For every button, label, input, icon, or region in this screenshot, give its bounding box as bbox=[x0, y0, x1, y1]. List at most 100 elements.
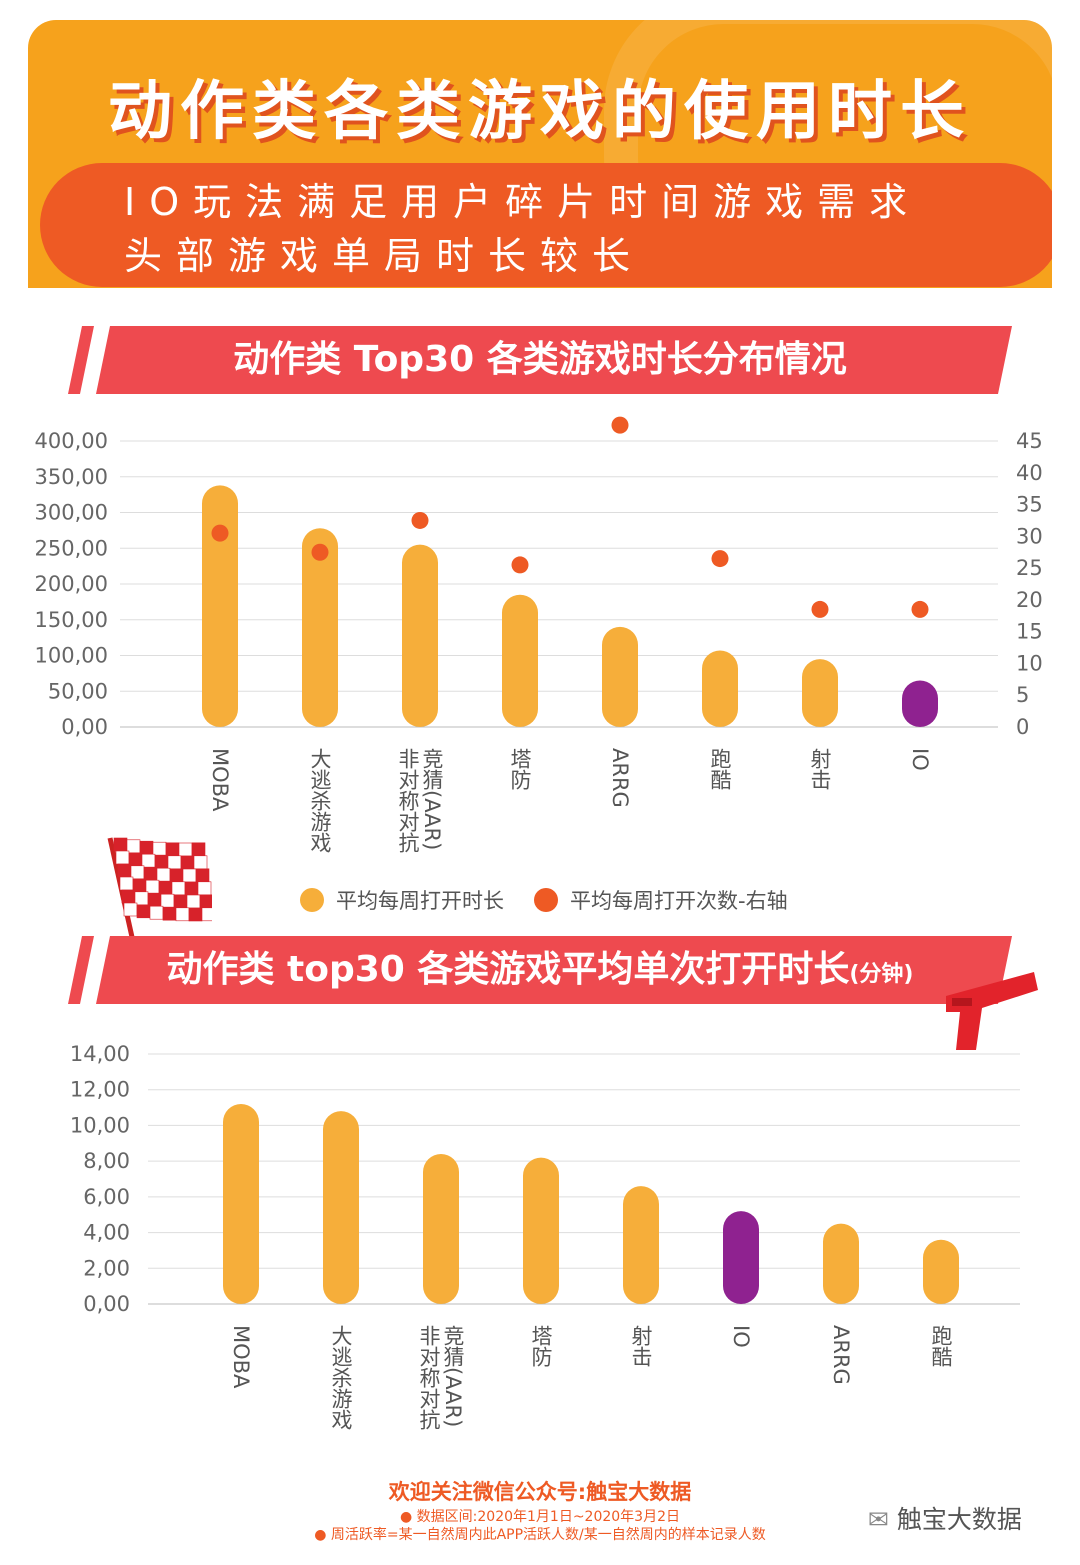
subtitle-line-1: IO玩法满足用户碎片时间游戏需求 bbox=[124, 180, 922, 224]
flag-cell bbox=[115, 850, 130, 865]
bar bbox=[702, 650, 738, 727]
flag-cell bbox=[156, 867, 171, 882]
chart1-plot: 0,00 50,00 100,00 150,00 200,00 250,00 300,00 3… bbox=[35, 416, 1043, 853]
flag-cell bbox=[186, 894, 201, 909]
flag-cell bbox=[139, 840, 154, 855]
scatter-point bbox=[711, 550, 729, 568]
y-right-tick-label: 0 bbox=[1016, 715, 1029, 739]
page-title: 动作类各类游戏的使用时长 bbox=[108, 75, 972, 149]
bar bbox=[823, 1223, 859, 1304]
flag-cell bbox=[197, 881, 212, 896]
scatter-point bbox=[411, 511, 429, 529]
flag-cell bbox=[180, 855, 195, 870]
y-tick-label: 12,00 bbox=[70, 1078, 130, 1102]
wechat-icon: ✉ bbox=[868, 1505, 889, 1534]
flag-cell bbox=[152, 841, 167, 856]
x-tick-label: 大逃杀游戏 bbox=[308, 748, 332, 853]
footer-note-1: ● 数据区间:2020年1月1日~2020年3月2日 bbox=[400, 1509, 680, 1525]
chart1-title: 动作类 Top30 各类游戏时长分布情况 bbox=[233, 339, 847, 380]
flag-cell bbox=[175, 907, 190, 922]
flag-cell bbox=[123, 902, 138, 917]
flag-cell bbox=[160, 893, 175, 908]
flag-cell bbox=[178, 842, 193, 857]
bar bbox=[302, 528, 338, 727]
flag-cell bbox=[199, 894, 212, 909]
pistol-icon bbox=[946, 972, 1038, 1050]
y-tick-label: 100,00 bbox=[35, 644, 108, 668]
y-right-tick-label: 20 bbox=[1016, 588, 1043, 612]
x-tick-label: 跑酷 bbox=[929, 1325, 953, 1367]
bar bbox=[602, 626, 638, 727]
chart2-plot: 0,00 2,00 4,00 6,00 8,00 10,00 12,00 14,00 MOBA 大… bbox=[70, 1042, 1020, 1430]
wechat-account-label: 触宝大数据 bbox=[896, 1505, 1022, 1534]
flag-cell bbox=[162, 906, 177, 921]
x-tick-label: IO bbox=[908, 748, 932, 771]
bar bbox=[402, 544, 438, 727]
flag-cell bbox=[188, 907, 203, 922]
chart2-title-unit: (分钟) bbox=[849, 962, 914, 987]
flag-cell bbox=[117, 863, 132, 878]
flag-cell bbox=[184, 881, 199, 896]
flag-cell bbox=[121, 889, 136, 904]
footer-follow: 欢迎关注微信公众号:触宝大数据 bbox=[388, 1480, 692, 1504]
y-right-tick-label: 45 bbox=[1016, 429, 1043, 453]
y-tick-label: 2,00 bbox=[83, 1256, 130, 1280]
flag-cell bbox=[191, 842, 206, 857]
y-tick-label: 350,00 bbox=[35, 465, 108, 489]
y-tick-label: 150,00 bbox=[35, 608, 108, 632]
y-tick-label: 400,00 bbox=[35, 429, 108, 453]
flag-cell bbox=[149, 905, 164, 920]
legend-item-bar: 平均每周打开时长 bbox=[300, 885, 504, 915]
y-tick-label: 14,00 bbox=[70, 1042, 130, 1066]
chart2-title-banner: 动作类 top30 各类游戏平均单次打开时长(分钟) bbox=[68, 936, 1012, 1004]
y-tick-label: 200,00 bbox=[35, 572, 108, 596]
x-tick-label: MOBA bbox=[229, 1325, 253, 1389]
y-tick-label: 8,00 bbox=[83, 1149, 130, 1173]
y-tick-label: 300,00 bbox=[35, 501, 108, 525]
chart1-title-banner: 动作类 Top30 各类游戏时长分布情况 bbox=[68, 326, 1012, 394]
y-tick-label: 250,00 bbox=[35, 536, 108, 560]
flag-cell bbox=[145, 879, 160, 894]
flag-cell bbox=[173, 894, 188, 909]
flag-cell bbox=[147, 892, 162, 907]
x-tick-label: 竞猜(AAR) bbox=[420, 748, 444, 850]
chart1-legend: 平均每周打开时长 平均每周打开次数-右轴 bbox=[300, 882, 818, 918]
scatter-point bbox=[911, 600, 929, 618]
x-tick-label: 跑酷 bbox=[708, 748, 732, 790]
x-tick-label: 塔防 bbox=[508, 748, 532, 790]
x-tick-label: 非对称对抗 bbox=[396, 748, 420, 853]
bar bbox=[802, 659, 838, 727]
wechat-account: ✉ 触宝大数据 bbox=[868, 1500, 1022, 1536]
y-right-tick-label: 15 bbox=[1016, 620, 1043, 644]
flag-cell bbox=[158, 880, 173, 895]
legend-bar-swatch bbox=[300, 888, 324, 912]
flag-cell bbox=[169, 868, 184, 883]
y-tick-label: 6,00 bbox=[83, 1185, 130, 1209]
x-tick-label: IO bbox=[729, 1325, 753, 1348]
y-tick-label: 0,00 bbox=[61, 715, 108, 739]
y-right-tick-label: 5 bbox=[1016, 683, 1029, 707]
header-panel: 动作类各类游戏的使用时长 IO玩法满足用户碎片时间游戏需求 头部游戏单局时长较长 bbox=[28, 20, 1052, 288]
bar bbox=[523, 1157, 559, 1304]
flag-cell bbox=[182, 868, 197, 883]
x-tick-label: 射击 bbox=[629, 1325, 653, 1367]
flag-cell bbox=[154, 854, 169, 869]
bar bbox=[223, 1104, 259, 1304]
flag-cell bbox=[171, 881, 186, 896]
chart2-title-text: 动作类 top30 各类游戏平均单次打开时长 bbox=[166, 949, 850, 990]
y-right-tick-label: 30 bbox=[1016, 524, 1043, 548]
flag-cell bbox=[195, 868, 210, 883]
y-tick-label: 4,00 bbox=[83, 1221, 130, 1245]
bar bbox=[902, 680, 938, 727]
subtitle-line-2: 头部游戏单局时长较长 bbox=[124, 234, 645, 278]
y-right-tick-label: 10 bbox=[1016, 651, 1043, 675]
checkered-flag-icon bbox=[107, 837, 212, 947]
bar bbox=[923, 1239, 959, 1304]
x-tick-label: ARRG bbox=[608, 748, 632, 808]
flag-cell bbox=[143, 866, 158, 881]
x-tick-label: 塔防 bbox=[529, 1325, 553, 1367]
flag-cell bbox=[119, 876, 134, 891]
footer-note-2: ● 周活跃率=某一自然周内此APP活跃人数/某一自然周内的样本记录人数 bbox=[314, 1527, 766, 1543]
y-right-tick-label: 25 bbox=[1016, 556, 1043, 580]
scatter-point bbox=[211, 524, 229, 542]
